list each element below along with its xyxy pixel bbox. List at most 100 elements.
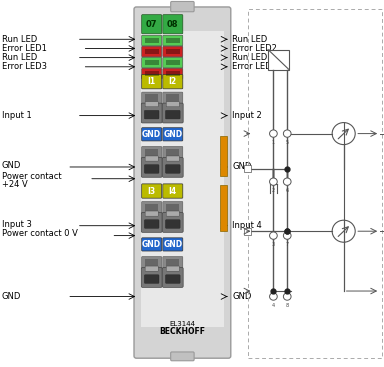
Bar bbox=[166, 60, 180, 65]
FancyBboxPatch shape bbox=[141, 268, 162, 287]
Text: Error LED1: Error LED1 bbox=[2, 44, 47, 53]
Text: GND: GND bbox=[232, 292, 252, 301]
Bar bbox=[268, 50, 289, 70]
FancyBboxPatch shape bbox=[134, 7, 231, 358]
Text: EL3144: EL3144 bbox=[169, 321, 195, 327]
Text: BECKHOFF: BECKHOFF bbox=[159, 327, 205, 335]
Bar bbox=[145, 60, 159, 65]
FancyBboxPatch shape bbox=[142, 257, 162, 269]
Bar bbox=[166, 38, 180, 43]
FancyBboxPatch shape bbox=[162, 157, 183, 177]
FancyBboxPatch shape bbox=[144, 165, 159, 173]
Circle shape bbox=[283, 293, 291, 300]
FancyBboxPatch shape bbox=[163, 75, 183, 89]
Bar bbox=[145, 259, 158, 266]
Text: Error LED2: Error LED2 bbox=[232, 44, 277, 53]
Text: I2: I2 bbox=[169, 77, 177, 86]
FancyBboxPatch shape bbox=[166, 110, 180, 119]
FancyBboxPatch shape bbox=[163, 46, 183, 57]
FancyBboxPatch shape bbox=[163, 68, 183, 79]
FancyBboxPatch shape bbox=[142, 128, 162, 141]
FancyBboxPatch shape bbox=[166, 266, 179, 271]
Bar bbox=[145, 204, 158, 211]
Bar bbox=[145, 49, 159, 54]
Text: 4: 4 bbox=[272, 303, 275, 308]
FancyBboxPatch shape bbox=[162, 268, 183, 287]
FancyBboxPatch shape bbox=[170, 352, 194, 361]
Bar bbox=[244, 165, 251, 172]
Circle shape bbox=[270, 293, 277, 300]
Bar bbox=[220, 185, 227, 231]
Circle shape bbox=[270, 178, 277, 185]
FancyBboxPatch shape bbox=[166, 102, 179, 107]
Text: I3: I3 bbox=[147, 186, 156, 196]
FancyBboxPatch shape bbox=[142, 92, 162, 105]
Bar bbox=[141, 31, 224, 327]
Text: Error LED4: Error LED4 bbox=[232, 62, 277, 71]
Text: 08: 08 bbox=[167, 20, 179, 29]
FancyBboxPatch shape bbox=[144, 110, 159, 119]
FancyBboxPatch shape bbox=[145, 266, 158, 271]
Text: 5: 5 bbox=[286, 140, 289, 145]
Bar bbox=[166, 71, 180, 76]
FancyBboxPatch shape bbox=[163, 92, 183, 105]
Text: Run LED: Run LED bbox=[2, 35, 37, 44]
FancyBboxPatch shape bbox=[163, 238, 183, 251]
Bar bbox=[244, 228, 251, 235]
Bar bbox=[166, 259, 179, 266]
Bar bbox=[220, 136, 227, 176]
Circle shape bbox=[332, 123, 355, 145]
FancyBboxPatch shape bbox=[163, 57, 183, 68]
Circle shape bbox=[270, 232, 277, 239]
FancyBboxPatch shape bbox=[145, 156, 158, 161]
FancyBboxPatch shape bbox=[162, 103, 183, 123]
Text: Input 2: Input 2 bbox=[232, 111, 262, 120]
Text: 2: 2 bbox=[272, 188, 275, 193]
Text: 1: 1 bbox=[272, 140, 275, 145]
Text: Run LED: Run LED bbox=[232, 53, 268, 62]
FancyBboxPatch shape bbox=[145, 211, 158, 216]
Text: GND: GND bbox=[163, 130, 182, 139]
Text: +24 V: +24 V bbox=[2, 180, 28, 189]
FancyBboxPatch shape bbox=[166, 220, 180, 228]
FancyBboxPatch shape bbox=[163, 184, 183, 198]
FancyBboxPatch shape bbox=[166, 156, 179, 161]
FancyBboxPatch shape bbox=[162, 212, 183, 232]
FancyBboxPatch shape bbox=[141, 157, 162, 177]
Circle shape bbox=[270, 130, 277, 137]
FancyBboxPatch shape bbox=[141, 103, 162, 123]
Bar bbox=[166, 149, 179, 156]
Text: Power contact 0 V: Power contact 0 V bbox=[2, 229, 78, 238]
FancyBboxPatch shape bbox=[170, 1, 194, 12]
Bar bbox=[166, 94, 179, 102]
FancyBboxPatch shape bbox=[142, 46, 162, 57]
Circle shape bbox=[332, 220, 355, 242]
FancyBboxPatch shape bbox=[144, 220, 159, 228]
Text: GND: GND bbox=[142, 240, 161, 249]
FancyBboxPatch shape bbox=[142, 15, 162, 34]
Bar bbox=[145, 94, 158, 102]
FancyBboxPatch shape bbox=[163, 15, 183, 34]
FancyBboxPatch shape bbox=[141, 212, 162, 232]
FancyBboxPatch shape bbox=[142, 184, 162, 198]
Bar bbox=[145, 71, 159, 76]
FancyBboxPatch shape bbox=[163, 146, 183, 159]
Text: 8: 8 bbox=[286, 303, 289, 308]
Text: I1: I1 bbox=[147, 77, 156, 86]
FancyBboxPatch shape bbox=[142, 146, 162, 159]
Text: Power contact: Power contact bbox=[2, 172, 61, 181]
FancyBboxPatch shape bbox=[163, 257, 183, 269]
Text: Input 4: Input 4 bbox=[232, 221, 262, 230]
FancyBboxPatch shape bbox=[142, 75, 162, 89]
Text: GND: GND bbox=[2, 292, 21, 301]
Text: I4: I4 bbox=[169, 186, 177, 196]
Text: GND: GND bbox=[163, 240, 182, 249]
Text: 6: 6 bbox=[286, 188, 289, 193]
Text: Input 1: Input 1 bbox=[2, 111, 31, 120]
Bar bbox=[166, 49, 180, 54]
FancyBboxPatch shape bbox=[142, 57, 162, 68]
Text: Input 3: Input 3 bbox=[2, 220, 32, 229]
FancyBboxPatch shape bbox=[163, 128, 183, 141]
FancyBboxPatch shape bbox=[142, 201, 162, 214]
FancyBboxPatch shape bbox=[144, 275, 159, 283]
